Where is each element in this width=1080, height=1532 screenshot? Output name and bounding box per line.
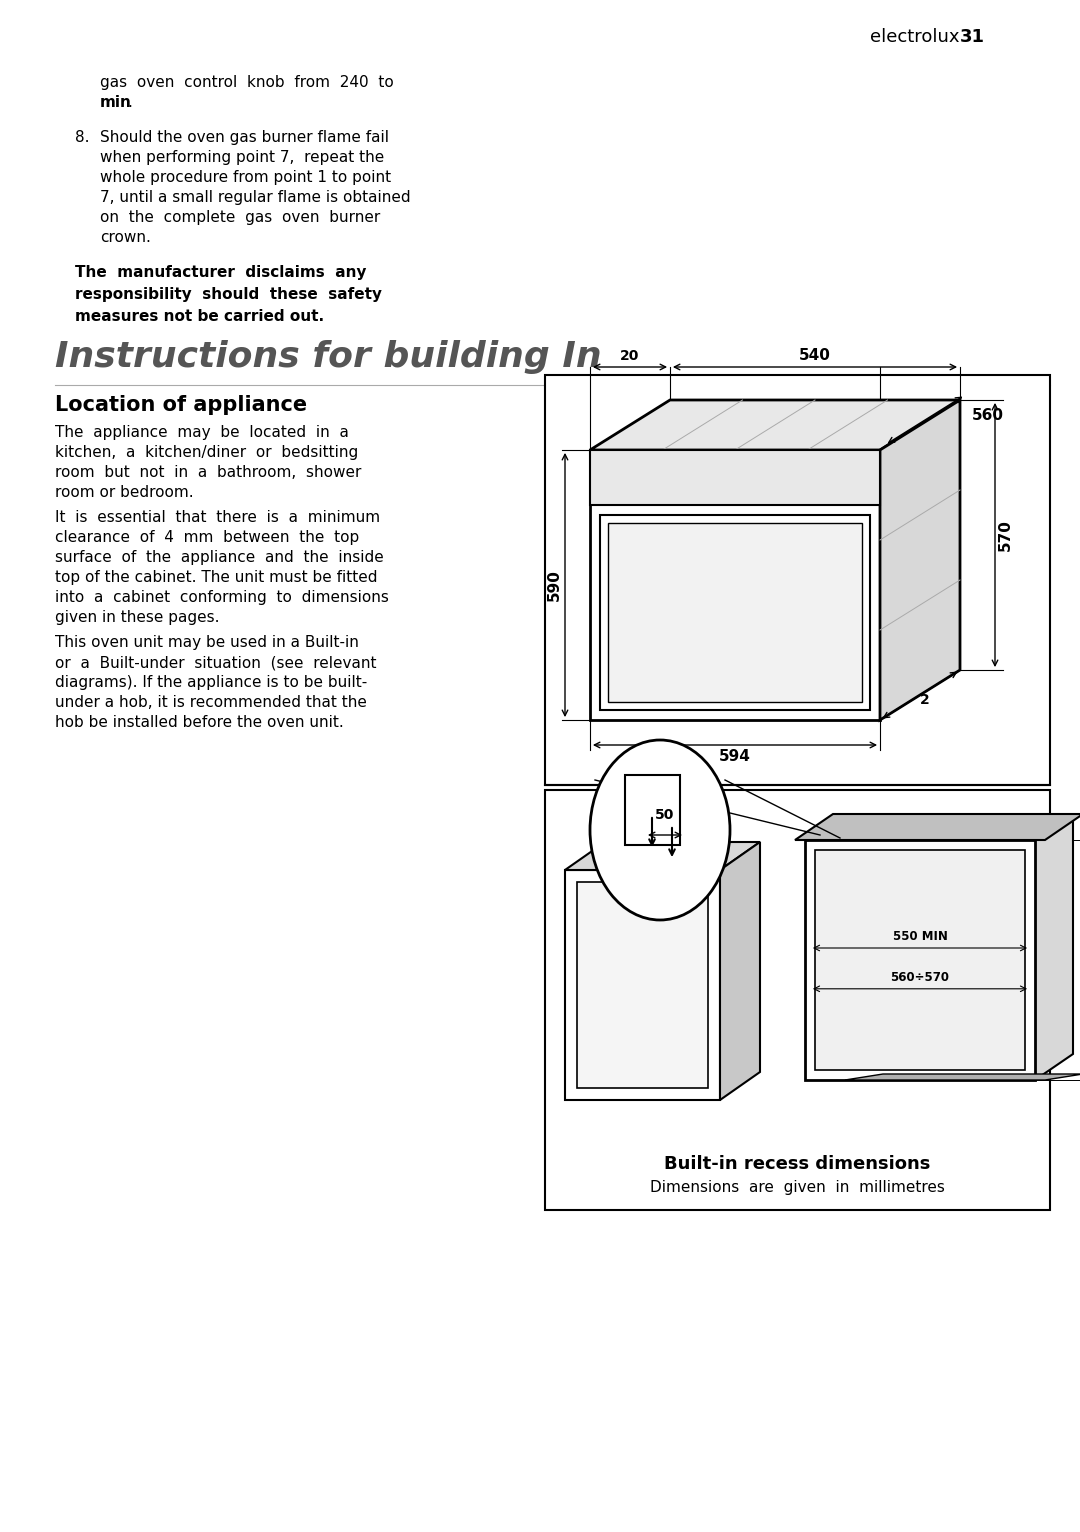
- Text: kitchen,  a  kitchen/diner  or  bedsitting: kitchen, a kitchen/diner or bedsitting: [55, 444, 359, 460]
- Polygon shape: [845, 1074, 1080, 1080]
- Text: Instructions for building In: Instructions for building In: [55, 340, 602, 374]
- Bar: [545, 791, 1050, 1210]
- Text: min: min: [100, 95, 132, 110]
- Bar: [590, 450, 880, 720]
- Text: This oven unit may be used in a Built-in: This oven unit may be used in a Built-in: [55, 634, 359, 650]
- Text: 50: 50: [656, 807, 675, 823]
- Bar: [565, 870, 720, 1100]
- Text: gas  oven  control  knob  from  240  to: gas oven control knob from 240 to: [100, 75, 394, 90]
- Text: It  is  essential  that  there  is  a  minimum: It is essential that there is a minimum: [55, 510, 380, 525]
- Text: 594: 594: [719, 749, 751, 764]
- Ellipse shape: [590, 740, 730, 921]
- Text: 540: 540: [799, 348, 831, 363]
- Text: surface  of  the  appliance  and  the  inside: surface of the appliance and the inside: [55, 550, 383, 565]
- Bar: [545, 375, 1050, 784]
- Text: diagrams). If the appliance is to be built-: diagrams). If the appliance is to be bui…: [55, 676, 367, 689]
- Text: into  a  cabinet  conforming  to  dimensions: into a cabinet conforming to dimensions: [55, 590, 389, 605]
- Text: or  a  Built-under  situation  (see  relevant: or a Built-under situation (see relevant: [55, 656, 377, 669]
- Text: Built-in recess dimensions: Built-in recess dimensions: [664, 1155, 931, 1174]
- Text: 8.: 8.: [75, 130, 90, 146]
- Polygon shape: [720, 843, 760, 1100]
- Text: on  the  complete  gas  oven  burner: on the complete gas oven burner: [100, 210, 380, 225]
- Text: 570: 570: [998, 519, 1013, 552]
- Text: 7, until a small regular flame is obtained: 7, until a small regular flame is obtain…: [100, 190, 410, 205]
- Text: 560: 560: [972, 408, 1004, 423]
- Text: .: .: [127, 95, 132, 110]
- Polygon shape: [565, 843, 760, 870]
- Text: crown.: crown.: [100, 230, 151, 245]
- Text: room  but  not  in  a  bathroom,  shower: room but not in a bathroom, shower: [55, 466, 362, 480]
- Polygon shape: [880, 400, 960, 720]
- Text: whole procedure from point 1 to point: whole procedure from point 1 to point: [100, 170, 391, 185]
- Text: The  appliance  may  be  located  in  a: The appliance may be located in a: [55, 424, 349, 440]
- Text: 550 MIN: 550 MIN: [892, 930, 947, 944]
- Text: 2: 2: [920, 692, 930, 706]
- Text: The  manufacturer  disclaims  any: The manufacturer disclaims any: [75, 265, 366, 280]
- Text: Dimensions  are  given  in  millimetres: Dimensions are given in millimetres: [650, 1180, 945, 1195]
- Bar: [805, 840, 1035, 1080]
- Text: when performing point 7,  repeat the: when performing point 7, repeat the: [100, 150, 384, 165]
- Bar: [815, 850, 1025, 1069]
- Bar: [577, 882, 708, 1088]
- Text: electrolux: electrolux: [870, 28, 966, 46]
- Text: 560÷570: 560÷570: [891, 971, 949, 984]
- Bar: [805, 818, 1035, 840]
- Text: 31: 31: [960, 28, 985, 46]
- Text: room or bedroom.: room or bedroom.: [55, 486, 193, 499]
- Polygon shape: [1035, 813, 1074, 1080]
- Text: measures not be carried out.: measures not be carried out.: [75, 309, 324, 323]
- Text: Location of appliance: Location of appliance: [55, 395, 307, 415]
- Bar: [608, 522, 862, 702]
- Text: responsibility  should  these  safety: responsibility should these safety: [75, 286, 382, 302]
- Text: 590: 590: [546, 568, 562, 601]
- Text: 20: 20: [620, 349, 639, 363]
- Text: given in these pages.: given in these pages.: [55, 610, 219, 625]
- Bar: [625, 775, 680, 846]
- Bar: [600, 515, 870, 709]
- Bar: [625, 757, 680, 775]
- Text: Should the oven gas burner flame fail: Should the oven gas burner flame fail: [100, 130, 389, 146]
- Text: under a hob, it is recommended that the: under a hob, it is recommended that the: [55, 696, 367, 709]
- Polygon shape: [795, 813, 1080, 840]
- Text: top of the cabinet. The unit must be fitted: top of the cabinet. The unit must be fit…: [55, 570, 378, 585]
- Bar: [590, 450, 880, 506]
- Polygon shape: [590, 400, 960, 450]
- Text: hob be installed before the oven unit.: hob be installed before the oven unit.: [55, 715, 343, 731]
- Text: clearance  of  4  mm  between  the  top: clearance of 4 mm between the top: [55, 530, 360, 545]
